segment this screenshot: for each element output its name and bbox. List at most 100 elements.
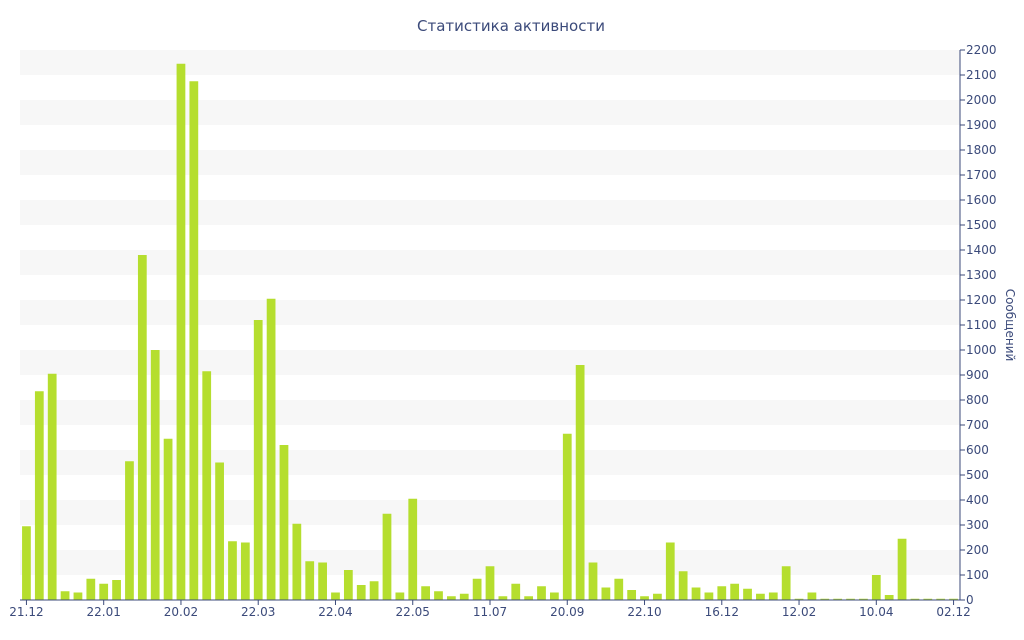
bar [47,373,57,600]
bar [807,592,817,600]
x-tick-label: 02.12 [936,605,970,619]
bar [215,462,224,600]
bar [859,598,868,600]
bar [485,566,495,600]
bar [189,81,199,600]
grid-band [20,500,960,525]
y-tick-label: 500 [966,468,989,482]
y-tick-label: 1400 [966,243,997,257]
bar [601,587,611,600]
y-tick-label: 1000 [966,343,997,357]
bar [125,461,134,600]
grid-bands [20,50,960,575]
bar [640,596,649,600]
y-tick-label: 1500 [966,218,997,232]
x-tick-label: 22.05 [396,605,430,619]
x-tick-label: 20.02 [164,605,198,619]
bar [176,63,186,600]
bar [150,350,160,600]
y-tick-label: 900 [966,368,989,382]
bar [331,592,340,600]
bar [112,580,121,600]
y-tick-label: 0 [966,593,974,607]
bar [279,445,289,600]
y-tick-label: 700 [966,418,989,432]
bar [163,438,173,600]
y-tick-label: 2000 [966,93,997,107]
x-tick-label: 21.12 [9,605,43,619]
bar [884,595,894,600]
x-tick-label: 22.10 [627,605,661,619]
grid-band [20,450,960,475]
grid-band [20,100,960,125]
bar [266,298,276,600]
y-tick-label: 600 [966,443,989,457]
bar [434,591,443,600]
bar [356,585,366,600]
y-axis: 0 100 200 300 400 500 600 700 800 900 1000 1100 1200… [959,43,997,607]
bar [22,526,31,600]
bar [305,561,315,600]
grid-band [20,350,960,375]
y-tick-label: 2100 [966,68,997,82]
bar [794,598,804,600]
bar [73,592,83,600]
bar [743,588,752,600]
bar [86,578,96,600]
bar [949,598,958,600]
bar [910,598,920,600]
bar [408,498,418,600]
y-tick-label: 1300 [966,268,997,282]
bar [627,590,637,600]
grid-band [20,200,960,225]
bar [395,592,405,600]
bar [99,583,109,600]
bar [665,542,675,600]
y-tick-label: 1200 [966,293,997,307]
y-tick-label: 1900 [966,118,997,132]
bar [60,591,70,600]
bar [768,592,778,600]
bar [846,598,855,600]
bar [253,320,263,600]
bar [472,578,482,600]
y-tick-label: 800 [966,393,989,407]
y-tick-label: 2200 [966,43,997,57]
bar [653,593,662,600]
bar [137,255,147,600]
grid-band [20,300,960,325]
bar [614,578,624,600]
bar [446,596,456,600]
bar [202,371,212,600]
bar [820,598,830,600]
grid-band [20,50,960,75]
bar [575,365,585,600]
bar [382,513,392,600]
bars-group [22,63,958,600]
bar [240,542,250,600]
bar [833,598,843,600]
bar [756,593,765,600]
bar [923,598,933,600]
bar [897,538,907,600]
grid-band [20,400,960,425]
bar [34,391,44,600]
y-tick-label: 100 [966,568,989,582]
bar [511,583,521,600]
bar [717,586,727,600]
y-tick-label: 1700 [966,168,997,182]
x-tick-label: 12.02 [782,605,816,619]
bar [691,587,701,600]
bar [524,596,534,600]
y-tick-label: 1600 [966,193,997,207]
x-tick-label: 11.07 [473,605,507,619]
grid-band [20,150,960,175]
x-tick-label: 10.04 [859,605,893,619]
bar [936,598,946,600]
y-tick-label: 1100 [966,318,997,332]
bar [421,586,430,600]
bar [343,570,353,600]
bar [537,586,546,600]
y-tick-label: 400 [966,493,989,507]
grid-band [20,250,960,275]
